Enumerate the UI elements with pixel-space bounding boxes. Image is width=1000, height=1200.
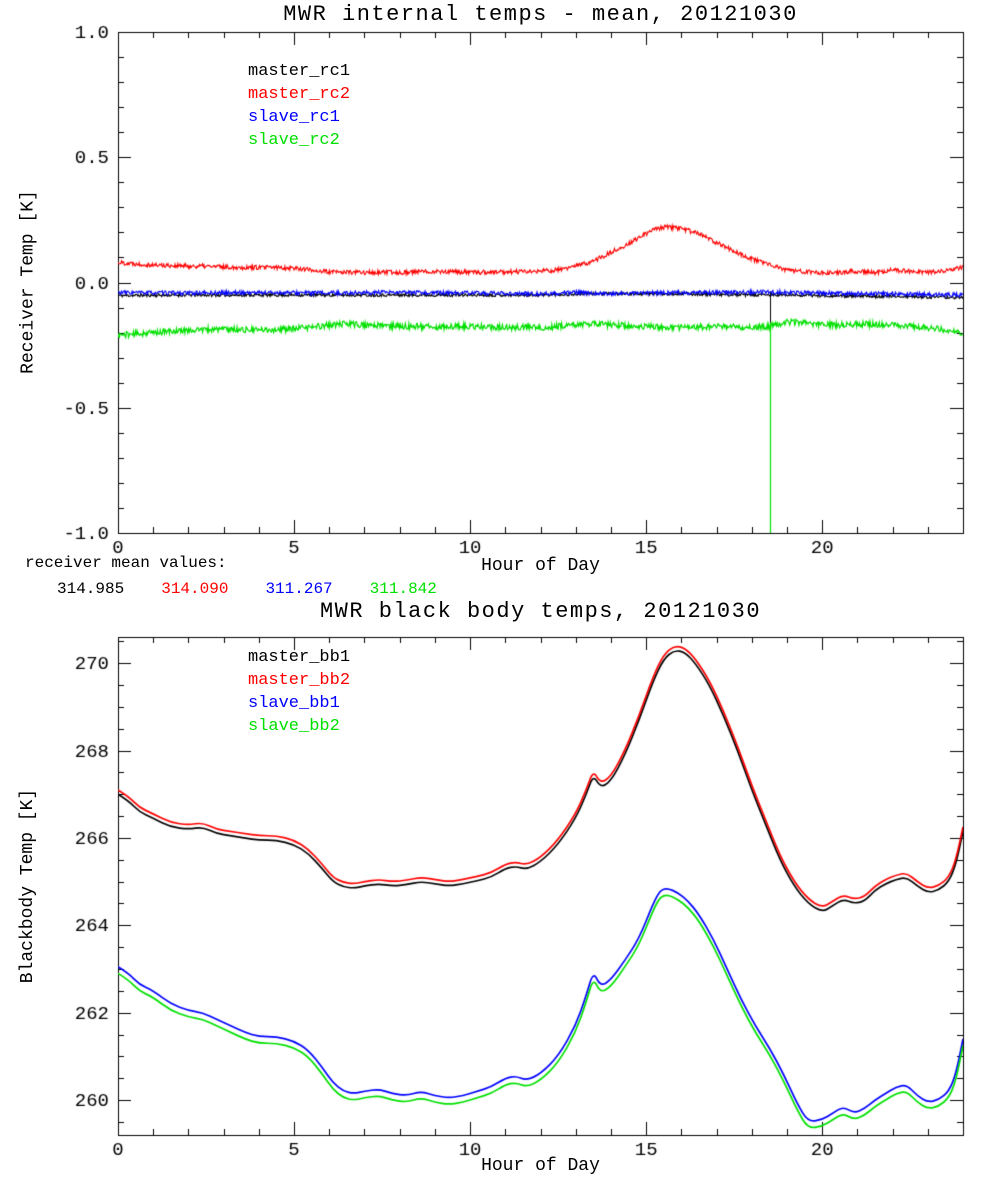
- blackbody-chart-title: MWR black body temps, 20121030: [319, 599, 762, 624]
- legend-item-master-bb2: master_bb2: [248, 671, 351, 690]
- mean-value-master-rc1: 314.985: [57, 580, 125, 598]
- legend-item-slave-rc2: slave_rc2: [248, 131, 340, 150]
- receiver-chart-title: MWR internal temps - mean, 20121030: [283, 2, 798, 27]
- blackbody-chart-legend: master_bb1 master_bb2 slave_bb1 slave_bb…: [248, 646, 350, 738]
- receiver-chart-xlabel: Hour of Day: [481, 556, 600, 576]
- receiver-mean-values: 314.985 314.090 311.267 311.842: [57, 580, 437, 598]
- receiver-temps-chart-canvas: [0, 0, 1000, 600]
- receiver-chart-ylabel: Receiver Temp [K]: [18, 190, 39, 374]
- mean-value-slave-rc1: 311.267: [265, 580, 333, 598]
- blackbody-chart-xlabel: Hour of Day: [481, 1156, 600, 1176]
- mean-value-master-rc2: 314.090: [161, 580, 229, 598]
- legend-item-slave-bb2: slave_bb2: [248, 717, 340, 736]
- receiver-mean-values-label: receiver mean values:: [25, 554, 227, 572]
- mean-value-slave-rc2: 311.842: [369, 580, 437, 598]
- receiver-chart-legend: master_rc1 master_rc2 slave_rc1 slave_rc…: [248, 60, 350, 152]
- legend-item-master-rc2: master_rc2: [248, 85, 351, 104]
- legend-item-slave-rc1: slave_rc1: [248, 108, 340, 127]
- legend-item-master-rc1: master_rc1: [248, 62, 351, 81]
- blackbody-temps-chart-canvas: [0, 600, 1000, 1200]
- legend-item-slave-bb1: slave_bb1: [248, 694, 340, 713]
- legend-item-master-bb1: master_bb1: [248, 648, 351, 667]
- blackbody-chart-ylabel: Blackbody Temp [K]: [18, 788, 38, 984]
